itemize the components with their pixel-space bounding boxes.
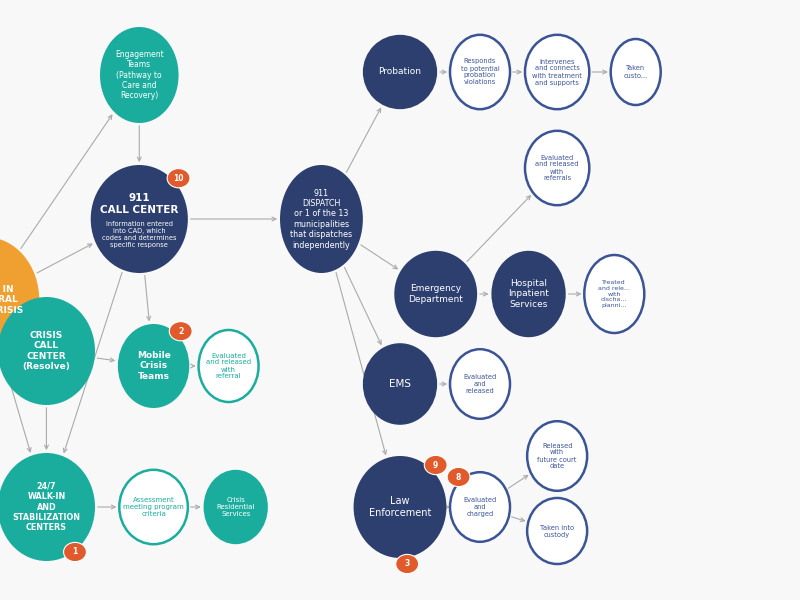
Text: PERSON IN
BEHAVIORAL
HEALTH CRISIS: PERSON IN BEHAVIORAL HEALTH CRISIS xyxy=(0,285,23,315)
Text: Emergency
Department: Emergency Department xyxy=(408,284,463,304)
Ellipse shape xyxy=(525,131,590,205)
Text: 1: 1 xyxy=(72,547,78,557)
Text: Hospital
Inpatient
Services: Hospital Inpatient Services xyxy=(508,279,549,309)
Ellipse shape xyxy=(527,498,587,564)
Ellipse shape xyxy=(450,472,510,542)
Text: Taken into
custody: Taken into custody xyxy=(540,524,574,538)
Text: 2: 2 xyxy=(178,326,183,335)
Text: 911
DISPATCH
or 1 of the 13
municipalities
that dispatches
independently: 911 DISPATCH or 1 of the 13 municipaliti… xyxy=(290,188,353,250)
Ellipse shape xyxy=(0,453,95,561)
Text: Probation: Probation xyxy=(378,67,422,76)
Text: Information entered
into CAD, which
codes and determines
specific response: Information entered into CAD, which code… xyxy=(102,221,177,248)
Ellipse shape xyxy=(100,27,178,123)
Text: Intervenes
and connects
with treatment
and supports: Intervenes and connects with treatment a… xyxy=(532,58,582,85)
Text: Evaluated
and released
with
referral: Evaluated and released with referral xyxy=(206,352,251,379)
Ellipse shape xyxy=(118,324,190,408)
Ellipse shape xyxy=(491,251,566,337)
Text: 3: 3 xyxy=(405,559,410,569)
Circle shape xyxy=(396,554,418,574)
Ellipse shape xyxy=(354,456,446,558)
Text: 24/7
WALK-IN
AND
STABILIZATION
CENTERS: 24/7 WALK-IN AND STABILIZATION CENTERS xyxy=(13,482,81,532)
Ellipse shape xyxy=(450,349,510,419)
Circle shape xyxy=(167,169,190,188)
Text: 10: 10 xyxy=(174,173,184,182)
Ellipse shape xyxy=(0,237,39,363)
Ellipse shape xyxy=(203,470,268,544)
Text: 9: 9 xyxy=(433,461,438,469)
Text: Treated
and rele...
with
discha...
planni...: Treated and rele... with discha... plann… xyxy=(598,280,630,308)
Text: Taken
custo...: Taken custo... xyxy=(623,65,648,79)
Text: Released
with
future court
date: Released with future court date xyxy=(538,443,577,469)
Ellipse shape xyxy=(527,421,587,491)
Text: Mobile
Crisis
Teams: Mobile Crisis Teams xyxy=(137,351,170,381)
Text: CRISIS
CALL
CENTER
(Resolve): CRISIS CALL CENTER (Resolve) xyxy=(22,331,70,371)
Text: Evaluated
and released
with
referrals: Evaluated and released with referrals xyxy=(535,154,579,181)
Text: Law
Enforcement: Law Enforcement xyxy=(369,496,431,518)
Ellipse shape xyxy=(280,165,363,273)
Circle shape xyxy=(170,322,192,341)
Circle shape xyxy=(63,542,86,562)
Text: Evaluated
and
released: Evaluated and released xyxy=(463,374,497,394)
Ellipse shape xyxy=(610,39,661,105)
Text: 8: 8 xyxy=(456,473,462,481)
Ellipse shape xyxy=(450,35,510,109)
Ellipse shape xyxy=(525,35,590,109)
Text: Responds
to potential
probation
violations: Responds to potential probation violatio… xyxy=(461,58,499,85)
Ellipse shape xyxy=(584,255,644,333)
Circle shape xyxy=(447,467,470,487)
Ellipse shape xyxy=(90,165,188,273)
Ellipse shape xyxy=(119,470,188,544)
Ellipse shape xyxy=(198,330,258,402)
Ellipse shape xyxy=(394,251,477,337)
Text: Evaluated
and
charged: Evaluated and charged xyxy=(463,497,497,517)
Ellipse shape xyxy=(363,35,437,109)
Text: Assessment
meeting program
criteria: Assessment meeting program criteria xyxy=(123,497,184,517)
Text: Engagement
Teams
(Pathway to
Care and
Recovery): Engagement Teams (Pathway to Care and Re… xyxy=(115,50,164,100)
Ellipse shape xyxy=(363,343,437,425)
Text: Crisis
Residential
Services: Crisis Residential Services xyxy=(217,497,255,517)
Text: 911
CALL CENTER: 911 CALL CENTER xyxy=(100,193,178,215)
Ellipse shape xyxy=(0,297,95,405)
Circle shape xyxy=(424,455,447,475)
Text: EMS: EMS xyxy=(389,379,411,389)
